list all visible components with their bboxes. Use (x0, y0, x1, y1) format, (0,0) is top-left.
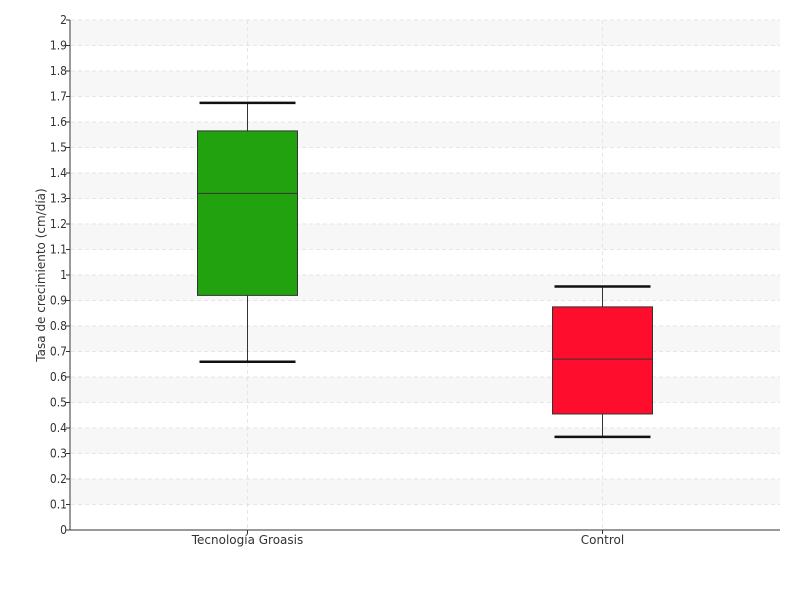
y-tick-label: 0.9 (50, 294, 67, 308)
y-tick-label: 0.3 (50, 447, 67, 461)
background-band (71, 275, 780, 301)
y-tick-label: 1.5 (50, 141, 67, 155)
background-band (71, 71, 780, 97)
y-tick-label: 1.7 (50, 90, 67, 104)
y-tick-label: 0.8 (50, 319, 67, 333)
background-band (71, 326, 780, 352)
box-iqr (197, 130, 298, 296)
y-tick-label: 1.8 (50, 64, 67, 78)
background-band (71, 377, 780, 403)
background-band (71, 173, 780, 199)
y-tick-label: 1 (60, 268, 67, 282)
y-axis-ticks: 0 0.1 0.2 0.3 0.4 0.5 0.6 0.7 0.8 0.9 1 1.1 1.2 1.3 1.… (50, 13, 70, 537)
y-tick-label: 1.6 (50, 115, 67, 129)
boxes (197, 101, 653, 439)
x-category-label: Tecnología Groasis (191, 533, 304, 547)
y-tick-label: 0 (60, 523, 67, 537)
plot-background-bands (71, 20, 780, 505)
background-band (71, 224, 780, 250)
background-band (71, 20, 780, 46)
y-tick-label: 2 (60, 13, 67, 27)
y-tick-label: 0.7 (50, 345, 67, 359)
y-axis-title: Tasa de crecimiento (cm/día) (34, 188, 48, 362)
y-tick-label: 1.9 (50, 39, 67, 53)
x-axis-categories: Tecnología Groasis Control (191, 530, 624, 547)
background-band (71, 122, 780, 148)
background-band (71, 428, 780, 454)
box-1 (197, 101, 298, 363)
grid-lines (71, 19, 780, 530)
y-tick-label: 1.2 (50, 217, 67, 231)
y-tick-label: 0.5 (50, 396, 67, 410)
box-2 (552, 285, 653, 439)
y-tick-label: 1.3 (50, 192, 67, 206)
x-category-label: Control (581, 533, 624, 547)
y-tick-label: 0.1 (50, 498, 67, 512)
box-iqr (552, 306, 653, 415)
background-band (71, 479, 780, 505)
y-tick-label: 1.4 (50, 166, 67, 180)
y-tick-label: 0.2 (50, 472, 67, 486)
y-tick-label: 0.6 (50, 370, 67, 384)
y-tick-label: 0.4 (50, 421, 67, 435)
y-tick-label: 1.1 (50, 243, 67, 257)
